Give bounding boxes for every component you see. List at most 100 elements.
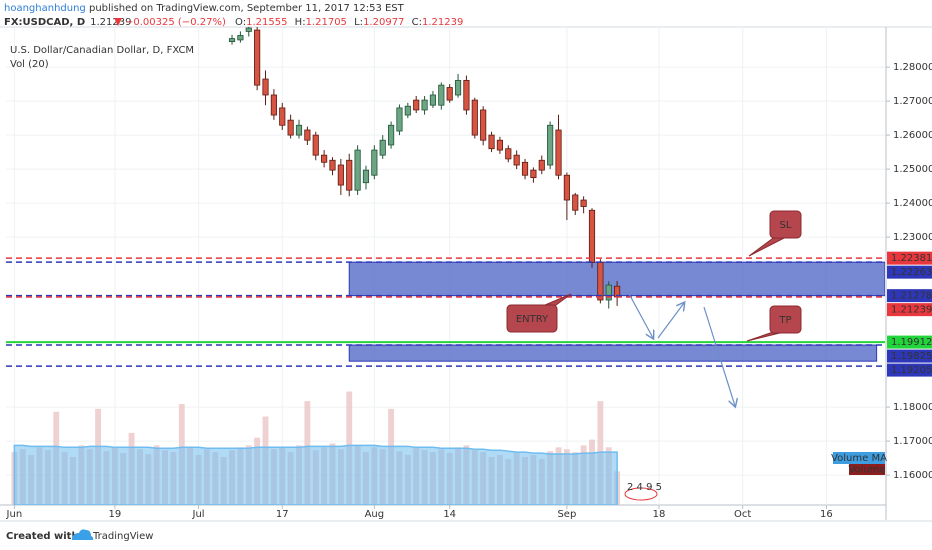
price-label: 1.22263	[891, 267, 932, 278]
candle-body	[563, 174, 570, 201]
tp-callout: TP	[746, 305, 802, 342]
ohlc-value: 1.21705	[306, 17, 347, 28]
candle-body	[505, 148, 512, 160]
x-tick-label: 14	[443, 509, 456, 520]
callout-box	[506, 304, 558, 333]
published: published on TradingView.com, September …	[86, 3, 405, 14]
y-tick-label: 1.16000	[893, 470, 932, 481]
logo	[72, 529, 94, 540]
callout-box	[769, 305, 802, 334]
candle-body	[555, 129, 562, 176]
candle-body	[396, 107, 403, 132]
candle-body	[471, 99, 478, 136]
x-tick-label: Aug	[365, 509, 385, 520]
candle-body	[379, 139, 386, 156]
candle-body	[245, 27, 252, 32]
x-tick-label: 18	[653, 509, 666, 520]
callout-text: TP	[778, 315, 791, 326]
ohlc-line: −0.00325 (−0.27%) O:1.21555 H:1.21705 L:…	[125, 17, 463, 28]
change: −0.00325 (−0.27%)	[125, 17, 226, 28]
candle-body	[597, 261, 604, 301]
y-tick-label: 1.27000	[893, 96, 932, 107]
candle-body	[279, 107, 286, 126]
axes: 1.28000 1.27000 1.26000 1.25000 1.24000 1.230…	[6, 62, 932, 520]
candle-body	[521, 161, 529, 176]
y-tick-label: 1.23000	[893, 232, 932, 243]
candle-body	[304, 129, 311, 141]
chart-title: U.S. Dollar/Canadian Dollar, D, FXCM	[10, 45, 194, 56]
candles	[228, 27, 621, 309]
candle-body	[421, 99, 428, 111]
price-label: 1.19205	[891, 365, 932, 376]
candle-body	[329, 159, 336, 171]
ohlc-label: L:	[354, 17, 363, 28]
x-tick-label: Jun	[6, 509, 23, 520]
entry-callout: ENTRY	[506, 293, 572, 333]
ohlc-label: O:	[235, 17, 246, 28]
price-label: 1.21278	[891, 291, 932, 302]
x-tick-label: 16	[820, 509, 833, 520]
levels: 1.22381 1.22263 1.21278 1.21239 1.19912 1.198…	[6, 251, 932, 377]
callout-text: ENTRY	[516, 314, 549, 325]
callout-box	[769, 210, 802, 239]
price-label: 1.19825	[891, 351, 932, 362]
volume-pane	[11, 391, 621, 505]
x-tick-label: Oct	[734, 509, 751, 520]
candle-body	[538, 159, 545, 171]
candle-body	[262, 78, 269, 96]
brand[interactable]: TradingView	[92, 531, 153, 542]
arrows	[626, 289, 735, 406]
candle-body	[413, 99, 420, 111]
candle-body	[513, 154, 520, 166]
y-tick-label: 1.26000	[893, 130, 932, 141]
events-badge[interactable]: 2 4 9 5	[624, 482, 662, 501]
price-label-bg	[887, 289, 932, 303]
candle-body	[572, 194, 579, 211]
zone	[348, 344, 878, 362]
y-tick-label: 1.28000	[893, 62, 932, 73]
candle-body	[362, 169, 370, 184]
symbol-line: FX:USDCAD, D 1.21239	[4, 17, 131, 28]
sl-callout: SL	[748, 210, 802, 257]
publish-line: hoanghanhdung published on TradingView.c…	[4, 3, 405, 14]
candle-body	[295, 124, 303, 136]
candle-body	[254, 29, 261, 86]
candle-body	[454, 79, 462, 96]
last-price: 1.21239	[90, 17, 131, 28]
volume-indicator: Vol (20)	[10, 59, 49, 70]
x-tick-label: Sep	[557, 509, 576, 520]
y-tick-label: 1.18000	[893, 402, 932, 413]
candle-body	[270, 94, 277, 116]
legend-entry: Volume MA	[831, 453, 887, 464]
arrow	[657, 303, 684, 339]
price-label: 1.22381	[891, 253, 932, 264]
legend-entry: Volume	[848, 465, 885, 476]
x-tick-label: 19	[108, 509, 121, 520]
y-tick-label: 1.25000	[893, 164, 932, 175]
candle-body	[580, 199, 587, 207]
ohlc-value: 1.21555	[246, 17, 287, 28]
y-tick-label: 1.17000	[893, 436, 932, 447]
price-label-bg	[887, 303, 932, 317]
down-arrow	[114, 18, 122, 26]
candle-body	[530, 169, 537, 179]
price-label-bg	[887, 265, 932, 279]
volume-ma-area	[13, 444, 618, 505]
candle-body	[228, 38, 236, 43]
author[interactable]: hoanghanhdung	[4, 3, 86, 14]
ohlc-value: 1.20977	[363, 17, 404, 28]
candle-body	[287, 119, 294, 136]
price-label: 1.21239	[891, 305, 932, 316]
candle-body	[388, 124, 395, 146]
badge-text: 2 4 9 5	[627, 482, 662, 493]
ohlc-label: C:	[412, 17, 422, 28]
price-label-bg	[887, 349, 932, 363]
candle-body	[321, 154, 328, 163]
price-label-bg	[887, 251, 932, 265]
price-label-bg	[887, 363, 932, 377]
x-tick-label: 17	[276, 509, 289, 520]
candle-body	[312, 134, 319, 156]
ohlc-value: 1.21239	[422, 17, 463, 28]
candle-body	[371, 149, 378, 176]
